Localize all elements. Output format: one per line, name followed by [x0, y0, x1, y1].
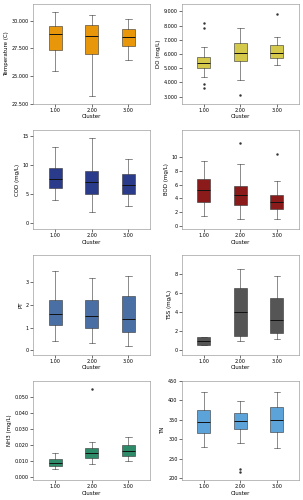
PathPatch shape [85, 300, 98, 328]
PathPatch shape [122, 28, 135, 46]
X-axis label: Cluster: Cluster [231, 240, 250, 245]
X-axis label: Cluster: Cluster [231, 114, 250, 119]
Y-axis label: PT: PT [18, 302, 23, 308]
PathPatch shape [234, 412, 247, 430]
X-axis label: Cluster: Cluster [82, 114, 102, 119]
PathPatch shape [271, 407, 283, 432]
Y-axis label: BOD (mg/L): BOD (mg/L) [164, 164, 168, 196]
Y-axis label: TN: TN [161, 427, 165, 434]
X-axis label: Cluster: Cluster [82, 491, 102, 496]
Y-axis label: NH3 (mg/L): NH3 (mg/L) [7, 414, 12, 446]
PathPatch shape [122, 296, 135, 332]
Y-axis label: TSS (mg/L): TSS (mg/L) [167, 290, 172, 320]
PathPatch shape [234, 186, 247, 205]
PathPatch shape [197, 337, 210, 345]
PathPatch shape [197, 179, 210, 202]
PathPatch shape [234, 288, 247, 336]
PathPatch shape [271, 298, 283, 333]
PathPatch shape [49, 168, 62, 188]
PathPatch shape [234, 42, 247, 61]
PathPatch shape [49, 300, 62, 326]
X-axis label: Cluster: Cluster [231, 366, 250, 370]
PathPatch shape [85, 448, 98, 458]
PathPatch shape [49, 460, 62, 466]
PathPatch shape [197, 57, 210, 68]
PathPatch shape [271, 46, 283, 58]
PathPatch shape [85, 25, 98, 54]
PathPatch shape [122, 174, 135, 194]
X-axis label: Cluster: Cluster [82, 240, 102, 245]
PathPatch shape [271, 195, 283, 208]
PathPatch shape [85, 170, 98, 194]
PathPatch shape [122, 445, 135, 456]
Y-axis label: COD (mg/L): COD (mg/L) [15, 164, 20, 196]
PathPatch shape [197, 410, 210, 434]
PathPatch shape [49, 26, 62, 50]
Y-axis label: DO (mg/L): DO (mg/L) [156, 40, 161, 68]
X-axis label: Cluster: Cluster [82, 366, 102, 370]
X-axis label: Cluster: Cluster [231, 491, 250, 496]
Y-axis label: Temperature (C): Temperature (C) [4, 32, 9, 76]
